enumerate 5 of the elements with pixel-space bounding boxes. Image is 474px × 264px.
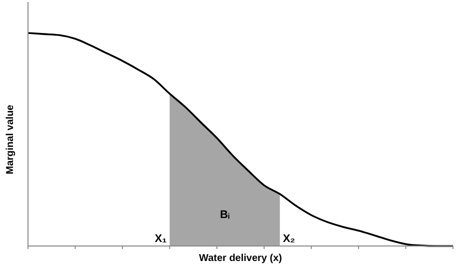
annotation: Bᵢ [220, 209, 230, 221]
annotation: X₁ [154, 233, 168, 245]
annotation: X₂ [282, 233, 296, 245]
y-axis-title: Marginal value [5, 104, 16, 174]
x-axis-title: Water delivery (x) [199, 253, 282, 264]
